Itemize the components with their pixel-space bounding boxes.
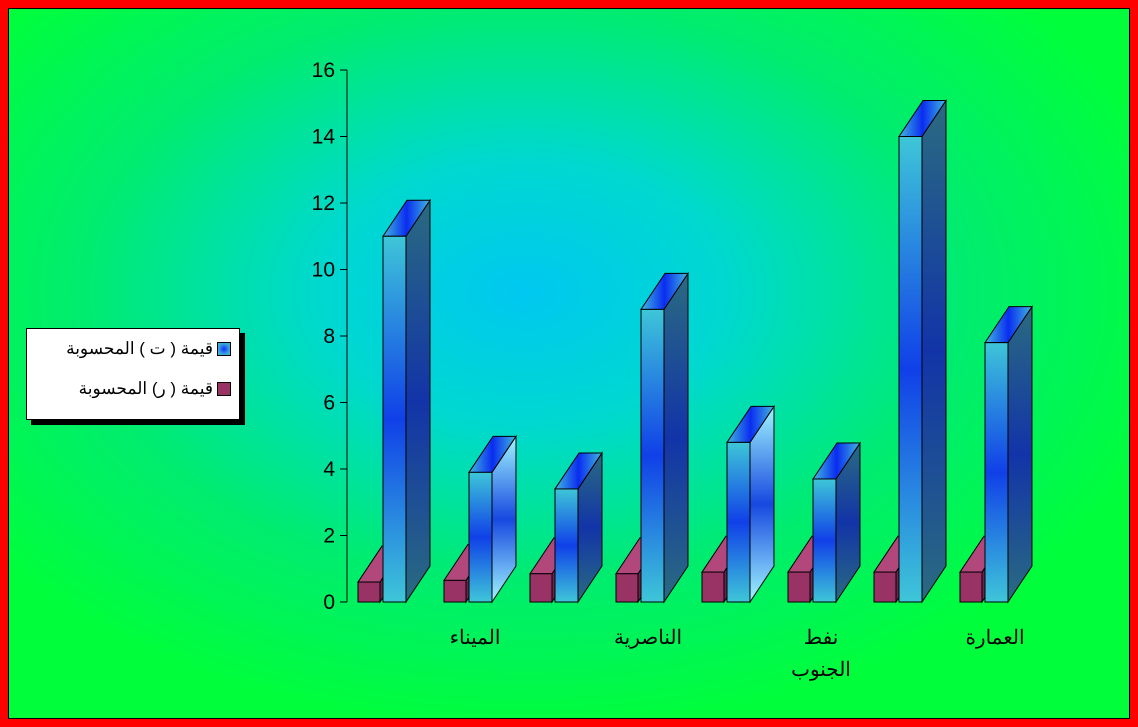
y-tick-label: 16 <box>312 59 335 82</box>
bar-side-face <box>405 198 431 604</box>
bar-front-face <box>357 581 381 603</box>
bar-t-5 <box>812 441 861 604</box>
legend-item-t-value: قيمة ( ت ) المحسوبة <box>27 329 239 369</box>
bar-front-face <box>726 441 751 603</box>
bar-t-7 <box>984 304 1033 604</box>
bar-front-face <box>898 136 923 603</box>
y-tick-label: 14 <box>312 126 336 149</box>
category-label: الميناء <box>450 627 501 649</box>
y-tick-label: 0 <box>323 591 335 614</box>
bar-t-6 <box>898 98 947 604</box>
bar-front-face <box>984 342 1009 603</box>
bar-front-face <box>640 308 665 603</box>
bar-chart: 0 2 4 6 8 10 12 14 16 الميناء الناصرية نفط الجنوب الع… <box>312 59 1033 681</box>
bar-front-face <box>701 571 725 603</box>
bar-front-face <box>554 488 579 603</box>
y-tick-label: 4 <box>323 458 335 481</box>
bar-side-face <box>921 98 947 604</box>
bar-t-1 <box>468 434 517 604</box>
y-tick-label: 8 <box>323 325 335 348</box>
legend-swatch-r <box>217 382 231 396</box>
category-label: الجنوب <box>791 659 851 681</box>
bar-side-face <box>663 271 689 604</box>
bar-front-face <box>812 478 837 603</box>
bar-side-face <box>1007 304 1033 604</box>
legend-swatch-t <box>217 342 231 356</box>
bar-front-face <box>443 579 467 603</box>
legend-label-r: قيمة ( ر) المحسوبة <box>78 379 213 398</box>
bar-t-4 <box>726 404 775 604</box>
bar-front-face <box>615 573 639 603</box>
y-tick-label: 6 <box>323 392 335 415</box>
bar-front-face <box>468 471 493 603</box>
legend-label-t: قيمة ( ت ) المحسوبة <box>66 339 213 358</box>
legend-item-r-value: قيمة ( ر) المحسوبة <box>27 369 239 409</box>
bar-t-3 <box>640 271 689 604</box>
bar-front-face <box>529 573 553 603</box>
bar-front-face <box>382 235 407 603</box>
y-tick-label: 2 <box>323 525 335 548</box>
bar-t-2 <box>554 451 603 604</box>
bar-t-0 <box>382 198 431 604</box>
y-tick-label: 12 <box>312 192 335 215</box>
chart-legend: قيمة ( ت ) المحسوبة قيمة ( ر) المحسوبة <box>26 328 240 420</box>
bar-front-face <box>959 571 983 603</box>
category-label: العمارة <box>965 627 1024 649</box>
category-label: الناصرية <box>614 627 682 649</box>
bar-front-face <box>787 571 811 603</box>
category-label: نفط <box>804 627 839 649</box>
bar-front-face <box>873 571 897 603</box>
y-tick-label: 10 <box>312 259 335 282</box>
